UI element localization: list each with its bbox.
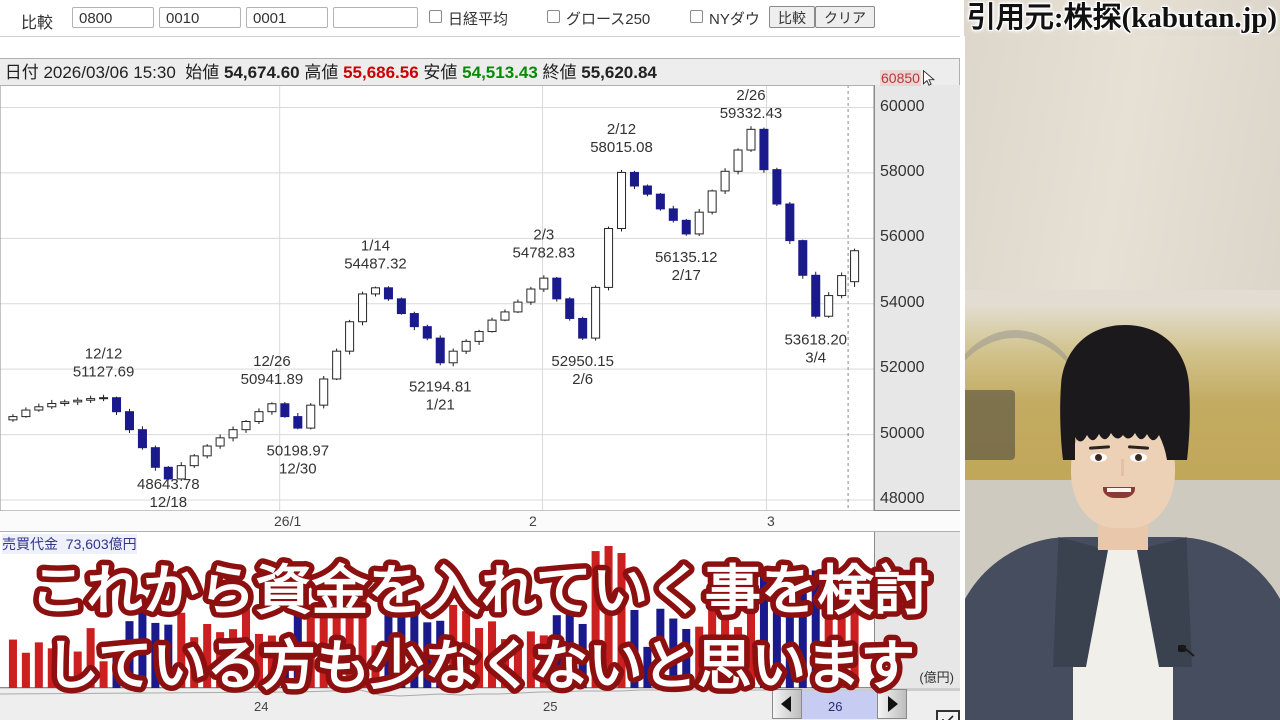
- svg-text:58015.08: 58015.08: [590, 139, 653, 156]
- svg-text:48643.78: 48643.78: [137, 476, 200, 493]
- svg-text:12/18: 12/18: [150, 494, 188, 511]
- svg-text:2/12: 2/12: [607, 121, 636, 138]
- svg-text:52194.81: 52194.81: [409, 378, 472, 395]
- svg-text:53618.20: 53618.20: [784, 331, 847, 348]
- svg-text:1/14: 1/14: [361, 238, 390, 255]
- svg-text:3/4: 3/4: [805, 349, 826, 366]
- svg-text:54782.83: 54782.83: [513, 244, 576, 261]
- svg-text:12/12: 12/12: [85, 346, 123, 363]
- svg-text:50198.97: 50198.97: [267, 442, 330, 459]
- svg-text:52950.15: 52950.15: [551, 353, 614, 370]
- svg-text:12/30: 12/30: [279, 460, 317, 477]
- svg-text:12/26: 12/26: [253, 353, 291, 370]
- svg-text:1/21: 1/21: [426, 396, 455, 413]
- svg-text:51127.69: 51127.69: [73, 364, 134, 381]
- svg-text:2/17: 2/17: [672, 267, 701, 284]
- svg-text:59332.43: 59332.43: [720, 105, 783, 122]
- svg-text:2/3: 2/3: [533, 226, 554, 243]
- svg-text:2/6: 2/6: [572, 371, 593, 388]
- svg-text:2/26: 2/26: [736, 87, 765, 104]
- svg-text:56135.12: 56135.12: [655, 249, 718, 266]
- svg-text:50941.89: 50941.89: [241, 371, 304, 388]
- svg-text:54487.32: 54487.32: [344, 256, 407, 273]
